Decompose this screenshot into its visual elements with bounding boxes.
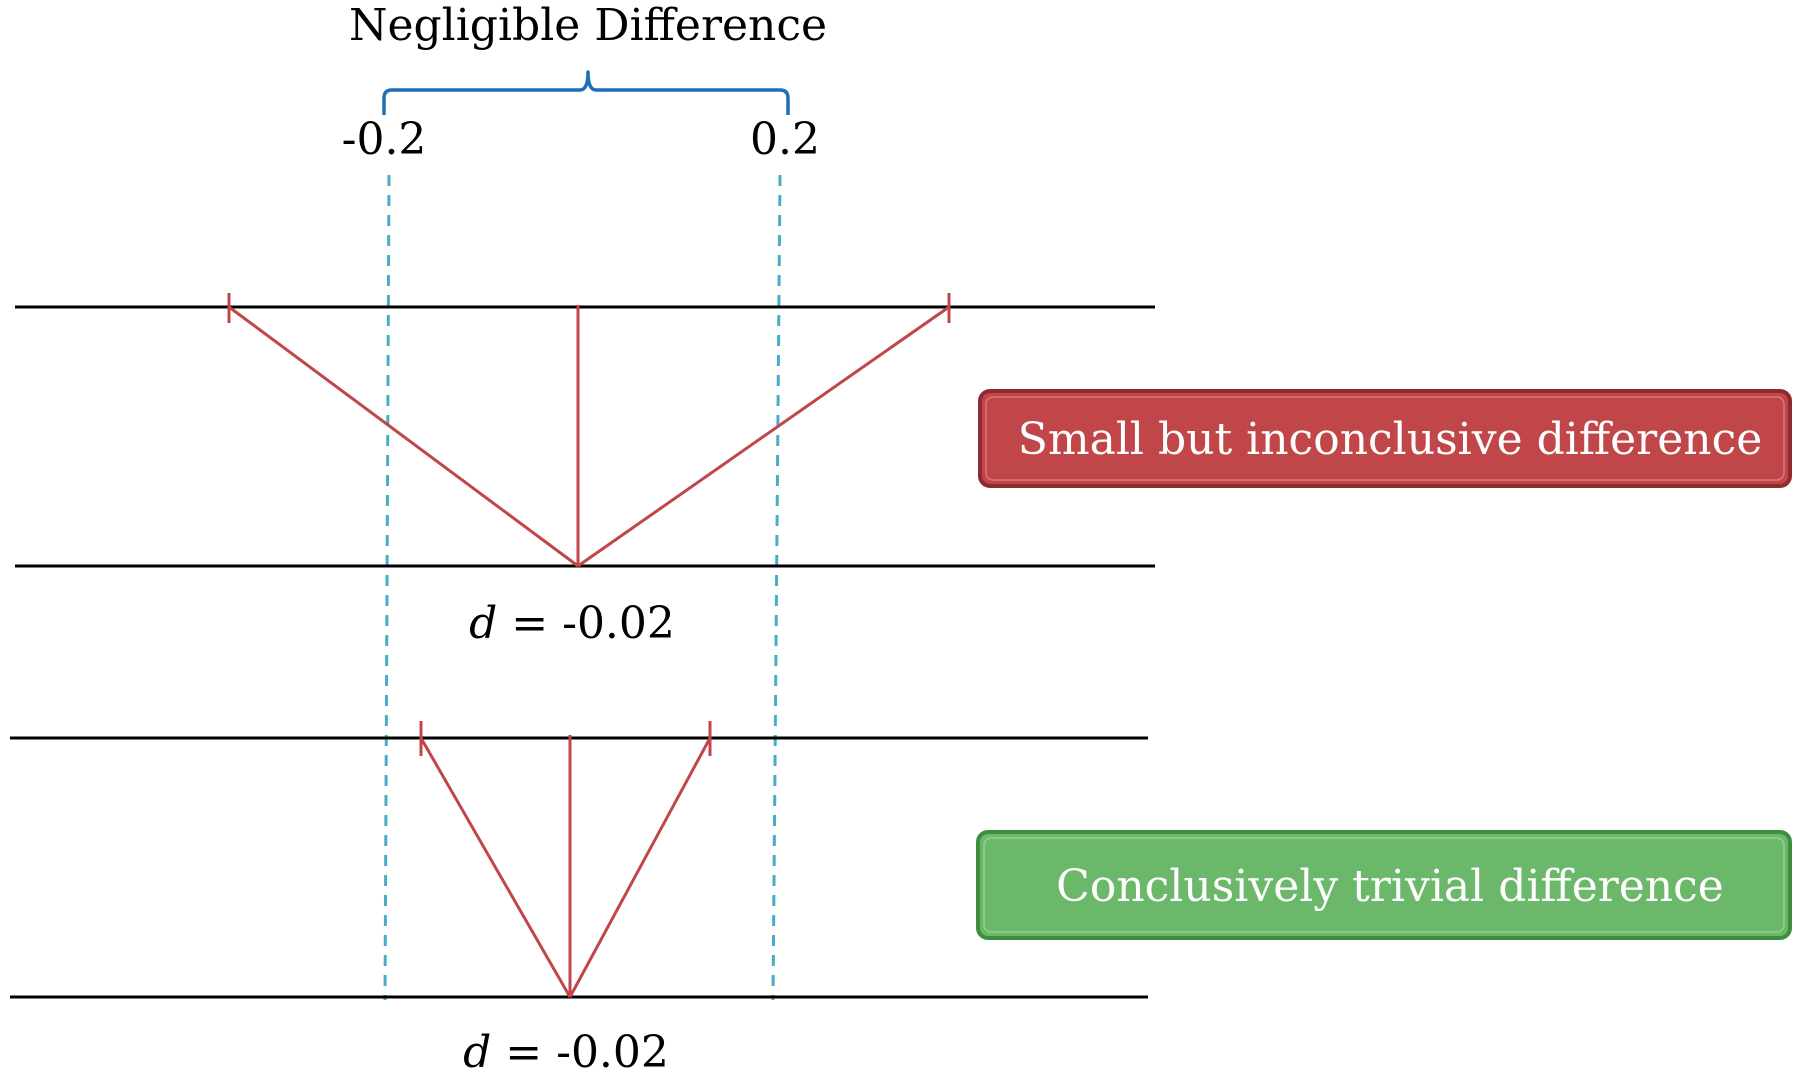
trivial-badge: Conclusively trivial difference bbox=[976, 830, 1792, 940]
interval-1-left-arm bbox=[228, 305, 579, 568]
inconclusive-badge-inner-border bbox=[985, 396, 1785, 481]
upper-bound-label: 0.2 bbox=[750, 114, 820, 165]
interval-2: d = -0.02 bbox=[10, 721, 1148, 1074]
interval-2-effect-symbol: d bbox=[463, 1027, 491, 1074]
lower-bound-guide bbox=[383, 174, 391, 1001]
upper-bound-guide bbox=[771, 174, 782, 1001]
interval-2-effect-label: d = -0.02 bbox=[463, 1027, 669, 1074]
inconclusive-badge-label: Small but inconclusive difference bbox=[1018, 414, 1763, 465]
negligible-bracket bbox=[382, 70, 790, 115]
diagram-title: Negligible Difference bbox=[349, 0, 827, 51]
inconclusive-badge: Small but inconclusive difference bbox=[978, 389, 1792, 488]
lower-bound-label: -0.2 bbox=[342, 114, 427, 165]
inconclusive-badge-box bbox=[978, 389, 1792, 488]
trivial-badge-box bbox=[976, 830, 1792, 940]
interval-1-right-arm bbox=[577, 305, 950, 568]
interval-1: d = -0.02 bbox=[15, 293, 1155, 649]
interval-1-effect-symbol: d bbox=[469, 598, 497, 649]
trivial-badge-label: Conclusively trivial difference bbox=[1056, 861, 1724, 912]
interval-2-left-arm bbox=[419, 737, 572, 998]
interval-1-effect-value: = -0.02 bbox=[497, 598, 675, 649]
interval-2-effect-value: = -0.02 bbox=[491, 1027, 669, 1074]
interval-1-effect-label: d = -0.02 bbox=[469, 598, 675, 649]
interval-2-right-arm bbox=[568, 737, 712, 998]
trivial-badge-inner-border bbox=[983, 837, 1785, 933]
